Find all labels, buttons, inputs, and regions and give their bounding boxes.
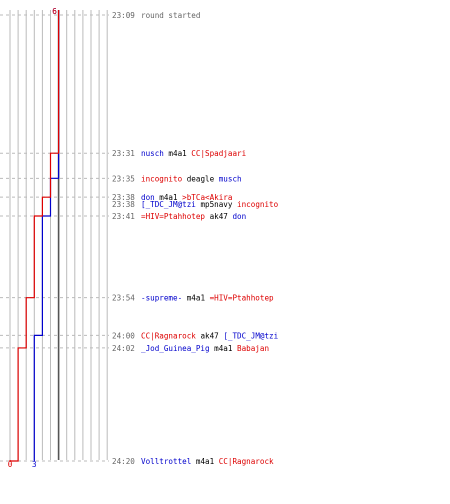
event-player: CC|Ragnarock (141, 331, 196, 340)
event-player: =HIV=Ptahhotep (210, 294, 274, 303)
event-text: nusch m4a1 CC|Spadjaari (141, 149, 247, 158)
event-time: 23:54 (112, 294, 135, 303)
event-player: incognito (141, 174, 183, 183)
event-player: =HIV=Ptahhotep (141, 212, 205, 221)
event-text: [_TDC_JM@tzi mp5navy incognito (141, 200, 279, 209)
event-time: 24:20 (112, 457, 135, 466)
event-player: [_TDC_JM@tzi (223, 331, 278, 340)
event-player: _Jod_Guinea_Pig (141, 344, 210, 353)
event-player: -supreme- (141, 294, 182, 303)
event-text: -supreme- m4a1 =HIV=Ptahhotep (141, 294, 274, 303)
event-weapon: ak47 (205, 212, 232, 221)
event-time: 24:02 (112, 344, 135, 353)
team_b-step-line (9, 10, 60, 462)
event-text: _Jod_Guinea_Pig m4a1 Babajan (141, 344, 269, 353)
event-time: 23:38 (112, 193, 135, 202)
event-text: don m4a1 >bTCa<Akira (141, 193, 232, 202)
event-player: [_TDC_JM@tzi (141, 200, 196, 209)
event-weapon: m4a1 (210, 344, 237, 353)
event-player: CC|Spadjaari (191, 149, 246, 158)
event-player: nusch (141, 149, 164, 158)
event-player: don (232, 212, 246, 221)
event-time: 23:35 (112, 174, 135, 183)
team_b-end-label: 0 (8, 460, 13, 469)
event-player: round started (141, 11, 200, 20)
event-text: incognito deagle musch (141, 174, 242, 183)
event-player: >bTCa<Akira (182, 193, 232, 202)
event-weapon: deagle (182, 174, 219, 183)
event-weapon: m4a1 (191, 457, 218, 466)
team_a-start-label: 6 (52, 7, 57, 16)
event-time: 24:00 (112, 331, 135, 340)
event-time: 23:38 (112, 200, 135, 209)
event-text: round started (141, 11, 200, 20)
event-weapon: m4a1 (164, 149, 191, 158)
team_a-end-label: 3 (32, 460, 37, 469)
event-weapon: m4a1 (182, 294, 209, 303)
event-time: 23:09 (112, 11, 135, 20)
event-player: Babajan (237, 344, 269, 353)
team_b-start-label: 6 (52, 7, 57, 16)
event-player: CC|Ragnarock (219, 457, 274, 466)
team_a-step-line (33, 10, 60, 461)
event-time: 23:41 (112, 212, 135, 221)
event-text: =HIV=Ptahhotep ak47 don (141, 212, 246, 221)
event-time: 23:31 (112, 149, 135, 158)
event-player: don (141, 193, 155, 202)
event-player: incognito (237, 200, 279, 209)
event-weapon: m4a1 (155, 193, 182, 202)
event-player: musch (219, 174, 242, 183)
event-text: CC|Ragnarock ak47 [_TDC_JM@tzi (141, 331, 279, 340)
event-text: Volltrottel m4a1 CC|Ragnarock (141, 457, 274, 466)
event-weapon: mp5navy (196, 200, 237, 209)
event-weapon: ak47 (196, 331, 223, 340)
event-player: Volltrottel (141, 457, 191, 466)
